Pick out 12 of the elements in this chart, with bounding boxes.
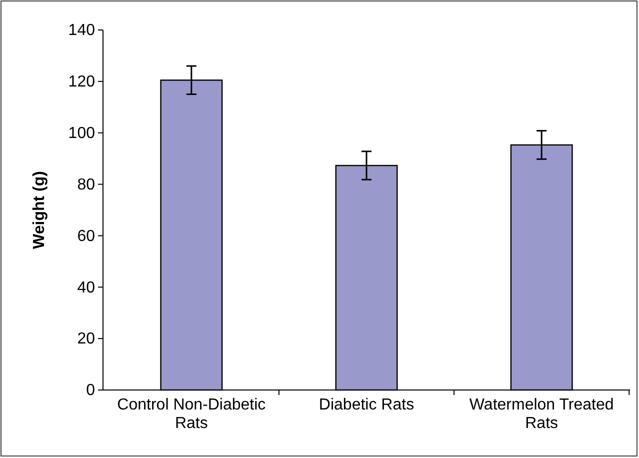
x-tick-label: Control Non-Diabetic Rats [117,396,266,432]
y-tick-label: 100 [68,124,96,142]
y-axis-title: Weight (g) [31,171,48,249]
x-tick-label: Diabetic Rats [318,396,414,414]
y-tick-label: 60 [77,228,96,245]
y-tick-label: 140 [68,22,96,40]
y-tick-label: 0 [86,382,96,400]
y-tick-label: 80 [77,176,96,194]
y-tick-label: 20 [77,330,96,348]
y-tick-label: 120 [68,74,96,91]
x-tick-label: Watermelon Treated Rats [469,396,614,432]
y-tick-label: 40 [77,279,96,296]
